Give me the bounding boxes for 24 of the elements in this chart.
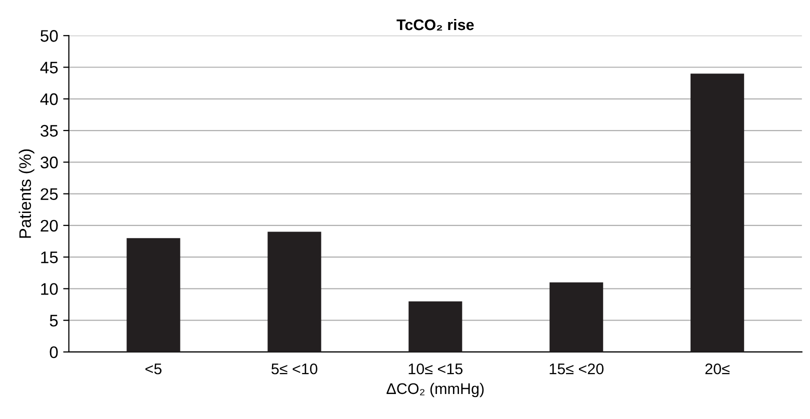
y-tick-label: 40 (40, 93, 58, 106)
y-tick-label: 20 (40, 220, 58, 232)
y-tick-label: 15 (41, 252, 58, 264)
y-tick-label: 45 (40, 62, 58, 74)
y-tick-label: 25 (40, 188, 58, 200)
y-tick-label: 5 (50, 314, 58, 327)
chart-title: TcCO₂ rise (396, 18, 474, 31)
x-tick-label: 20≤ (705, 363, 730, 374)
y-tick-label: 10 (41, 283, 58, 295)
y-axis-title: Patients (%) (18, 149, 34, 238)
y-tick-label: 35 (40, 124, 58, 137)
x-tick-label: <5 (145, 364, 162, 374)
bar (126, 238, 180, 352)
y-tick-label: 50 (40, 30, 58, 42)
x-tick-label: 10≤ <15 (408, 363, 463, 374)
y-tick-label: 0 (50, 346, 58, 358)
bar (550, 282, 604, 352)
y-tick-label: 30 (40, 156, 58, 168)
x-tick-label: 15≤ <20 (550, 363, 604, 374)
x-axis-title: ΔCO₂ (mmHg) (386, 382, 484, 398)
bar (690, 74, 744, 352)
x-tick-label: 5≤ <10 (271, 363, 318, 374)
bar (408, 301, 462, 352)
bar (268, 232, 322, 352)
